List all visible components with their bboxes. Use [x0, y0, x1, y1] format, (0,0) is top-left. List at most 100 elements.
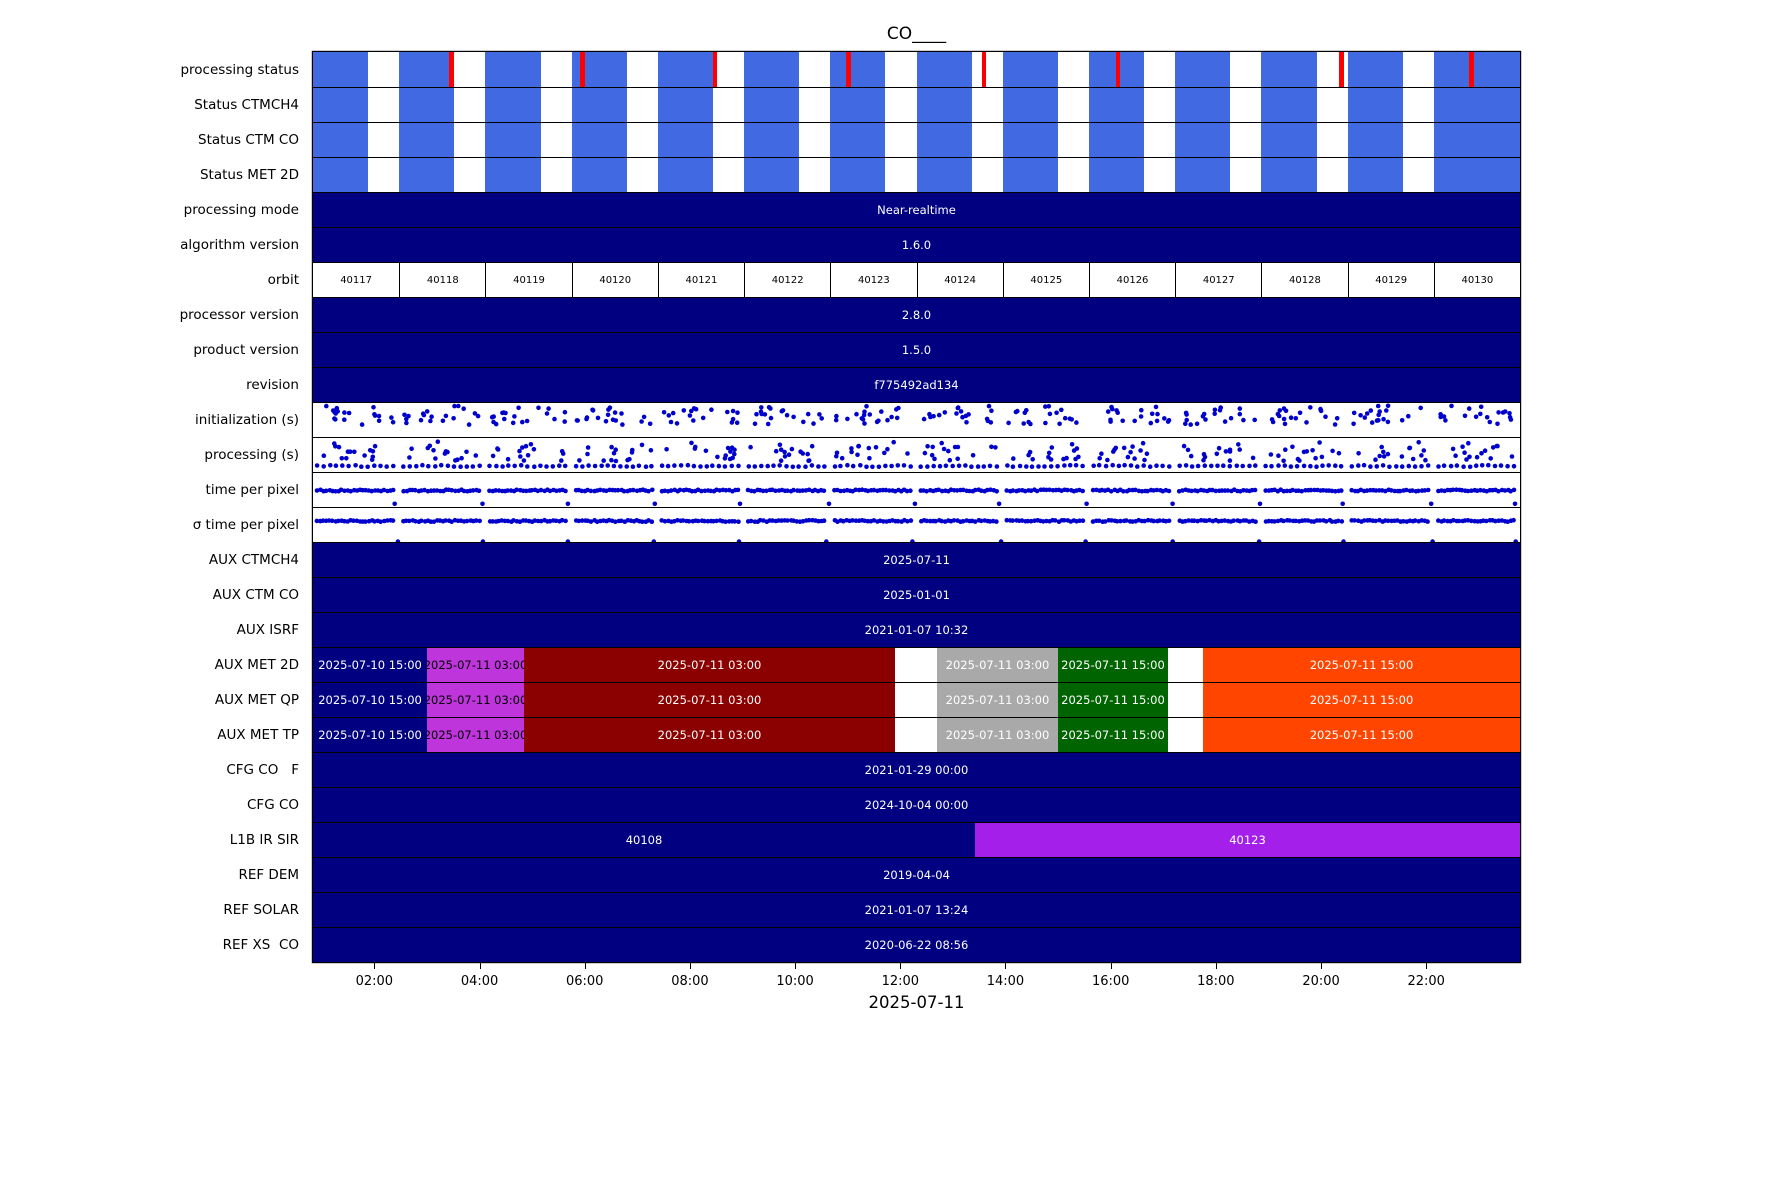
- orbit-cell: 40122: [744, 263, 830, 297]
- x-tick-mark: [1426, 963, 1428, 969]
- data-point: [722, 464, 728, 469]
- data-point: [1511, 463, 1517, 469]
- data-point: [1416, 488, 1421, 494]
- data-point: [639, 442, 645, 448]
- data-point: [1024, 464, 1029, 469]
- status-bar: [399, 52, 455, 87]
- data-point: [860, 417, 866, 422]
- data-point: [1222, 419, 1228, 424]
- interval-white: [1168, 648, 1204, 682]
- data-point: [732, 519, 737, 524]
- data-point: [1036, 464, 1041, 469]
- data-point: [692, 446, 698, 451]
- data-point: [978, 518, 984, 524]
- data-point: [1362, 415, 1368, 420]
- data-point: [489, 414, 495, 420]
- data-point: [1047, 487, 1052, 493]
- data-point: [1453, 453, 1458, 458]
- row-value-cfg-co: 2024-10-04 00:00: [864, 798, 969, 812]
- data-point: [376, 418, 382, 424]
- orbit-cell: 40129: [1347, 263, 1434, 297]
- data-point: [1308, 463, 1313, 469]
- row-value-ref-dem: 2019-04-04: [883, 868, 950, 882]
- data-point: [970, 453, 976, 458]
- data-point: [1283, 447, 1288, 452]
- data-point: [426, 463, 431, 469]
- data-point: [1080, 463, 1085, 469]
- data-point: [1132, 418, 1137, 424]
- data-point: [1509, 454, 1515, 459]
- data-point: [363, 519, 368, 524]
- data-point: [1034, 488, 1040, 494]
- data-point: [939, 518, 944, 524]
- data-point: [1138, 414, 1144, 419]
- data-point: [524, 488, 529, 494]
- status-bar: [1433, 88, 1520, 122]
- data-point: [1154, 487, 1160, 493]
- data-point: [449, 488, 454, 493]
- status-bar: [830, 88, 886, 122]
- data-point: [1256, 539, 1262, 542]
- data-point: [1488, 456, 1493, 461]
- data-point: [871, 518, 877, 523]
- status-bar: [485, 158, 541, 192]
- data-point: [1438, 412, 1443, 417]
- data-point: [1257, 501, 1263, 507]
- data-point: [1128, 449, 1133, 455]
- data-point: [1361, 518, 1367, 523]
- data-point: [674, 421, 680, 426]
- data-point: [946, 448, 951, 454]
- data-point: [1412, 464, 1418, 469]
- interval-label: 40108: [625, 833, 663, 847]
- data-point: [372, 443, 378, 449]
- row-status-ctmch4: [313, 87, 1520, 122]
- data-point: [1392, 488, 1397, 494]
- data-point: [412, 487, 418, 493]
- status-bar: [657, 158, 714, 192]
- row-aux-met-qp: 2025-07-10 15:00 2025-07-11 03:00 2025-07-…: [313, 682, 1520, 717]
- status-bar: [1261, 123, 1317, 157]
- row-processing-s: [313, 437, 1520, 472]
- data-point: [1478, 487, 1483, 493]
- row-value-aux-ctm-co: 2025-01-01: [883, 588, 950, 602]
- data-point: [803, 464, 808, 469]
- row-label: revision: [246, 376, 299, 393]
- data-point: [1209, 463, 1214, 469]
- data-point: [1406, 413, 1411, 419]
- data-point: [559, 458, 564, 463]
- data-point: [601, 458, 606, 463]
- data-point: [1467, 464, 1473, 470]
- data-point: [1407, 445, 1412, 451]
- status-bar: [1347, 52, 1403, 87]
- data-point: [451, 416, 456, 421]
- data-point: [334, 405, 340, 411]
- data-point: [613, 447, 618, 452]
- row-algorithm-version: 1.6.0: [313, 227, 1520, 262]
- data-point: [418, 417, 424, 423]
- status-bar: [1261, 52, 1317, 87]
- x-tick-label: 16:00: [1091, 974, 1130, 989]
- row-label: REF SOLAR: [223, 901, 299, 918]
- status-bar: [313, 158, 369, 192]
- row-label: Status MET 2D: [199, 166, 299, 183]
- status-bar: [1347, 158, 1403, 192]
- data-point: [429, 414, 434, 419]
- x-tick-mark: [374, 963, 376, 969]
- data-point: [1513, 539, 1518, 542]
- data-point: [1352, 518, 1357, 523]
- data-point: [703, 448, 709, 454]
- data-point: [1183, 410, 1189, 416]
- data-point: [1189, 464, 1195, 469]
- data-point: [1061, 518, 1067, 523]
- interval-magenta: [427, 648, 524, 682]
- data-point: [1349, 464, 1355, 469]
- data-point: [1373, 457, 1378, 462]
- data-point: [862, 421, 867, 426]
- data-point: [748, 444, 753, 450]
- data-point: [933, 518, 938, 524]
- data-point: [854, 411, 859, 417]
- status-bar: [1433, 52, 1520, 87]
- data-point: [1333, 463, 1338, 468]
- status-bar: [1347, 88, 1403, 122]
- data-point: [1139, 489, 1145, 494]
